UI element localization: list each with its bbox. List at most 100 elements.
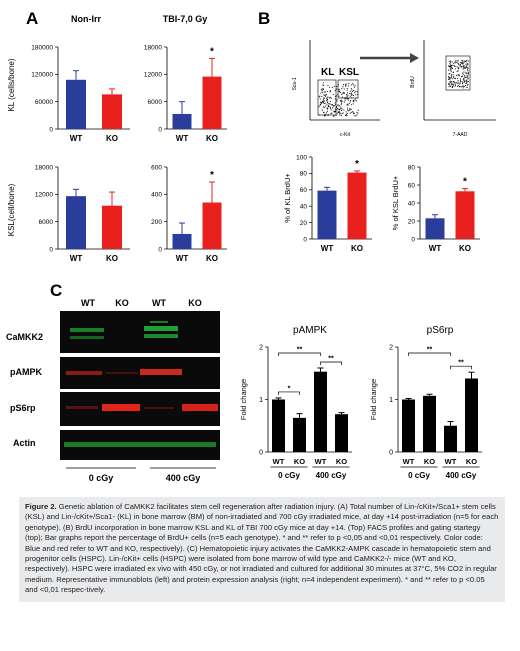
chart-a-kl-nonirr: 0 60000 120000 180000 WT KO	[31, 44, 130, 143]
gate-arrow	[360, 53, 419, 63]
x-tick-label: KO	[466, 457, 477, 466]
bar	[293, 417, 306, 452]
chart-b-ksl-brdu: 0 20 40 60 80 % of KSL BrdU+ WT KO *	[391, 164, 480, 253]
bar	[402, 399, 415, 452]
facs-ckit-label: c-Kit	[340, 132, 351, 138]
ylabel-kl: KL (cells/bone)	[7, 58, 16, 111]
significance-star: *	[210, 170, 214, 181]
ylabel-ksl: KSL(cell/bone)	[7, 183, 16, 236]
y-axis-label: Fold change	[239, 379, 248, 420]
y-tick-label: 0	[389, 449, 393, 456]
col-title-nonirr: Non-Irr	[71, 14, 101, 24]
facs-ksl-label: KSL	[339, 67, 359, 78]
x-tick-label: WT	[176, 254, 189, 263]
blot-label-ps6rp: pS6rp	[10, 403, 36, 413]
x-tick-label: WT	[70, 134, 83, 143]
chart-title: pS6rp	[427, 325, 454, 336]
x-tick-label: WT	[429, 244, 442, 253]
y-tick-label: 6000	[39, 219, 54, 226]
ksl-gate	[337, 79, 359, 99]
chart-a-kl-tbi: 0 6000 12000 18000 WT KO *	[144, 44, 227, 143]
y-axis-label: Fold change	[369, 379, 378, 420]
facs-plot-kl-ksl: KL KSL Sca-1 c-Kit	[292, 40, 380, 138]
bar	[202, 76, 222, 129]
panel-label-c: C	[50, 281, 62, 300]
y-tick-label: 6000	[148, 99, 163, 106]
y-tick-label: 120000	[31, 72, 53, 79]
y-tick-label: 200	[151, 219, 162, 226]
y-tick-label: 18000	[144, 44, 162, 51]
bar	[425, 218, 445, 239]
bar	[272, 399, 285, 452]
lane-label-ko-1: KO	[115, 298, 129, 308]
brdu-gate	[445, 55, 471, 91]
x-tick-label: KO	[206, 254, 218, 263]
significance-label: **	[458, 360, 464, 367]
bar	[172, 113, 192, 129]
y-axis-label: % of KL BrdU+	[283, 173, 292, 223]
bar	[66, 196, 86, 249]
bar	[66, 79, 86, 129]
x-tick-label: KO	[336, 457, 347, 466]
y-tick-label: 20	[408, 218, 416, 225]
bar	[347, 172, 367, 239]
x-tick-label: WT	[403, 457, 415, 466]
y-tick-label: 180000	[31, 44, 53, 51]
lane-label-wt-1: WT	[81, 298, 95, 308]
lane-label-wt-2: WT	[152, 298, 166, 308]
y-tick-label: 100	[296, 154, 307, 161]
y-tick-label: 0	[49, 126, 53, 133]
x-tick-label: WT	[445, 457, 457, 466]
bar	[172, 233, 192, 249]
facs-dots-1	[318, 82, 359, 117]
group-label: 0 cGy	[278, 471, 300, 480]
dose-label-0: 0 cGy	[89, 473, 114, 483]
y-tick-label: 40	[408, 200, 416, 207]
bar	[335, 414, 348, 452]
facs-dots-2	[448, 60, 469, 89]
x-tick-label: KO	[206, 134, 218, 143]
significance-label: **	[297, 347, 303, 354]
significance-label: **	[328, 356, 334, 363]
chart-title: pAMPK	[293, 325, 327, 336]
y-tick-label: 18000	[35, 164, 53, 171]
y-tick-label: 60	[408, 182, 416, 189]
x-tick-label: WT	[321, 244, 334, 253]
significance-label: **	[427, 347, 433, 354]
y-tick-label: 600	[151, 164, 162, 171]
y-tick-label: 1	[389, 397, 393, 404]
dose-label-400: 400 cGy	[166, 473, 201, 483]
chart-a-ksl-tbi: 0 200 400 600 WT KO *	[151, 164, 227, 263]
bar	[102, 205, 122, 249]
y-tick-label: 0	[158, 126, 162, 133]
lane-label-ko-2: KO	[188, 298, 202, 308]
y-tick-label: 2	[259, 344, 263, 351]
group-label: 400 cGy	[446, 471, 477, 480]
x-tick-label: KO	[351, 244, 363, 253]
figure-canvas: A B C Non-Irr TBI-7,0 Gy KL (cells/bone)…	[6, 9, 496, 483]
y-tick-label: 80	[300, 171, 308, 178]
x-tick-label: WT	[315, 457, 327, 466]
x-tick-label: WT	[70, 254, 83, 263]
y-tick-label: 0	[259, 449, 263, 456]
panel-label-b: B	[258, 9, 270, 28]
blot-label-pampk: pAMPK	[10, 367, 42, 377]
kl-gate	[317, 79, 337, 116]
blot-label-camkk2: CaMKK2	[6, 332, 43, 342]
bar	[444, 425, 457, 452]
figure-number: Figure 2.	[25, 502, 57, 511]
facs-kl-label: KL	[321, 67, 334, 78]
y-tick-label: 60	[300, 187, 308, 194]
significance-bracket	[408, 352, 451, 356]
bar	[102, 94, 122, 129]
facs-sca1-label: Sca-1	[292, 77, 298, 90]
y-tick-label: 40	[300, 204, 308, 211]
significance-bracket	[278, 391, 300, 395]
western-blots: WT KO WT KO CaMKK2 pAMPK pS6rp Actin 0 c…	[6, 298, 220, 483]
facs-brdu-label: BrdU	[410, 76, 416, 88]
figure-caption: Figure 2. Genetic ablation of CaMKK2 fac…	[19, 497, 505, 602]
y-tick-label: 12000	[144, 72, 162, 79]
x-tick-label: KO	[424, 457, 435, 466]
chart-a-ksl-nonirr: 0 6000 12000 18000 WT KO	[35, 164, 130, 263]
